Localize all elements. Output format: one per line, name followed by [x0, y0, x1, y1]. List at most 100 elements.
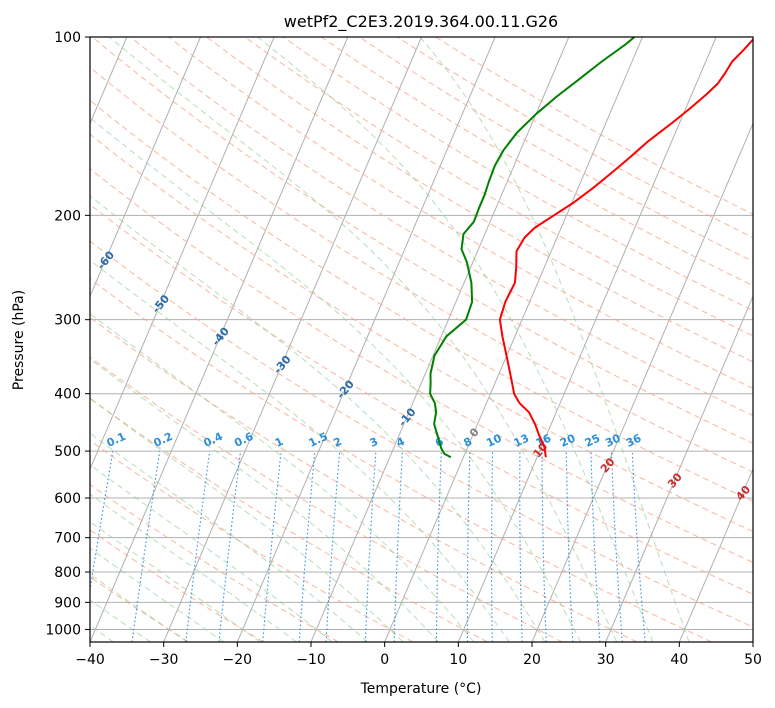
dry-adiabat-line: [91, 37, 753, 445]
y-tick-label: 700: [54, 531, 81, 547]
mixing-ratio-line: [90, 451, 114, 594]
y-tick-label: 200: [54, 208, 81, 224]
moist-adiabat-line: [257, 37, 654, 642]
y-tick-label: 800: [54, 565, 81, 581]
moist-adiabat-line: [90, 521, 261, 642]
dry-adiabat-line: [90, 277, 712, 642]
mixing-ratio-line: [519, 451, 523, 642]
mixing-ratio-label: 0.1: [105, 430, 128, 450]
moist-adiabat-line: [90, 547, 225, 642]
y-tick-label: 100: [54, 30, 81, 46]
x-tick-label: 0: [380, 652, 389, 668]
x-tick-label: −40: [75, 652, 105, 668]
mixing-ratio-line: [298, 451, 316, 642]
x-tick-label: 30: [597, 652, 615, 668]
mixing-ratio-label: 30: [603, 431, 623, 449]
dry-adiabat-line: [90, 203, 753, 595]
isotherm-line: [163, 37, 422, 642]
x-tick-label: 10: [449, 652, 467, 668]
moist-adiabat-line: [90, 312, 475, 642]
isotherm-line: [457, 37, 717, 642]
plot-area: 0.10.20.40.611.52346810131620253036-100-…: [0, 37, 753, 642]
moist-adiabat-line: [90, 117, 582, 642]
x-tick-label: 20: [523, 652, 541, 668]
mixing-ratio-line: [185, 451, 211, 642]
mixing-ratio-line: [131, 451, 161, 642]
y-tick-label: 1000: [45, 622, 81, 638]
mixing-ratio-label: 20: [558, 431, 578, 449]
dry-adiabat-line: [90, 133, 753, 533]
mixing-ratio-label: 0.2: [152, 430, 175, 450]
isotherm-line: [384, 37, 643, 642]
mixing-ratio-label: 10: [484, 431, 504, 449]
y-tick-label: 600: [54, 491, 81, 507]
x-tick-label: 50: [744, 652, 762, 668]
dry-adiabat-line: [90, 66, 753, 473]
dry-adiabat-line: [206, 37, 753, 363]
dry-adiabat-line: [90, 439, 414, 642]
x-tick-label: 40: [670, 652, 688, 668]
mixing-ratio-line: [435, 451, 442, 642]
moist-adiabat-line: [90, 358, 439, 642]
moist-adiabat-line: [90, 259, 510, 642]
isotherm-line: [531, 122, 753, 642]
dry-adiabat-line: [130, 37, 753, 417]
temperature-profile-line: [498, 37, 753, 458]
isotherm-line: [90, 37, 275, 471]
isotherm-line: [752, 640, 753, 642]
x-tick-label: −10: [296, 652, 326, 668]
moist-adiabat-line: [90, 195, 546, 642]
isotherm-line: [605, 295, 753, 642]
isotherm-label: -60: [94, 248, 117, 272]
mixing-ratio-line: [610, 451, 623, 642]
moist-adiabat-line: [90, 432, 369, 642]
dry-adiabat-line: [244, 37, 753, 337]
dry-adiabat-line: [90, 99, 753, 502]
dry-adiabat-line: [90, 168, 753, 564]
mixing-ratio-line: [590, 451, 601, 642]
mixing-ratio-label: 0.4: [202, 430, 225, 450]
mixing-ratio-line: [490, 451, 494, 642]
isotherm-label: -80: [0, 130, 21, 154]
moist-adiabat-line: [108, 37, 618, 642]
isotherm-line: [90, 37, 349, 642]
dry-adiabat-line: [90, 316, 638, 642]
mixing-ratio-label: 13: [512, 432, 531, 450]
x-tick-label: −30: [149, 652, 179, 668]
isotherm-label: 30: [665, 470, 685, 490]
dry-adiabat-line: [90, 483, 339, 642]
x-tick-label: −20: [223, 652, 253, 668]
mixing-ratio-line: [218, 451, 242, 642]
isotherm-label: -30: [271, 353, 294, 377]
dry-adiabat-line: [282, 37, 753, 312]
y-tick-label: 400: [54, 387, 81, 403]
dry-adiabat-line: [90, 356, 563, 642]
y-axis-label: Pressure (hPa): [11, 290, 27, 390]
mixing-ratio-label: 2: [331, 435, 343, 450]
mixing-ratio-label: 25: [583, 432, 602, 450]
mixing-ratio-line: [466, 451, 471, 642]
chart-title: wetPf2_C2E3.2019.364.00.11.G26: [284, 12, 558, 32]
dry-adiabat-line: [168, 37, 753, 389]
plot-frame: [89, 36, 754, 643]
x-axis-label: Temperature (°C): [360, 681, 482, 697]
axis-ticks: −40 −30 −20 −10 0 10 20 30 40 50 100 200 300 400 500 60…: [45, 30, 762, 668]
isotherm-label: -20: [334, 377, 357, 401]
y-tick-label: 500: [54, 444, 81, 460]
moist-adiabat-line: [90, 397, 404, 642]
isotherm-line: [678, 467, 753, 642]
dry-adiabat-line: [90, 576, 190, 642]
y-tick-label: 300: [54, 313, 81, 329]
dry-adiabat-line: [435, 37, 753, 215]
mixing-ratio-label: 3: [368, 435, 380, 450]
moist-adiabat-line: [90, 493, 297, 642]
dewpoint-profile-line: [429, 37, 636, 459]
isotherm-line: [90, 37, 201, 298]
moist-adiabat-line: [90, 464, 333, 642]
isotherm-label: -50: [150, 292, 173, 316]
isotherm-label: -10: [396, 405, 419, 429]
dry-adiabat-line: [90, 397, 488, 642]
y-tick-label: 900: [54, 595, 81, 611]
mixing-ratio-label: 36: [624, 431, 644, 449]
moist-adiabat-line: [419, 37, 690, 642]
